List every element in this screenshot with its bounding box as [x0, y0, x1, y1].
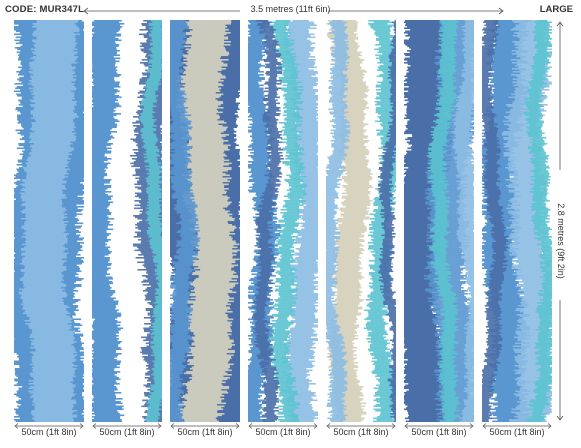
panel-width-label-1: 50cm (1ft 8in) — [21, 427, 77, 437]
size-label: LARGE — [539, 4, 573, 15]
mural-panel-4 — [248, 20, 318, 422]
panel-width-label-6: 50cm (1ft 8in) — [411, 427, 467, 437]
panel-width-label-4: 50cm (1ft 8in) — [255, 427, 311, 437]
mural-panel-7 — [482, 20, 552, 422]
mural-preview — [14, 20, 552, 422]
mural-panel-2 — [92, 20, 162, 422]
panel-width-label-5: 50cm (1ft 8in) — [333, 427, 389, 437]
mural-panel-3 — [170, 20, 240, 422]
panel-width-label-2: 50cm (1ft 8in) — [99, 427, 155, 437]
panel-width-label-7: 50cm (1ft 8in) — [489, 427, 545, 437]
product-code: CODE: MUR347L — [5, 4, 85, 15]
mural-panel-1 — [14, 20, 84, 422]
mural-panel-6 — [404, 20, 474, 422]
mural-panel-5 — [326, 20, 396, 422]
height-dimension-label: 2.8 metres (9ft 2in) — [556, 203, 566, 279]
width-dimension-label: 3.5 metres (11ft 6in) — [250, 4, 331, 14]
panel-width-label-3: 50cm (1ft 8in) — [177, 427, 233, 437]
